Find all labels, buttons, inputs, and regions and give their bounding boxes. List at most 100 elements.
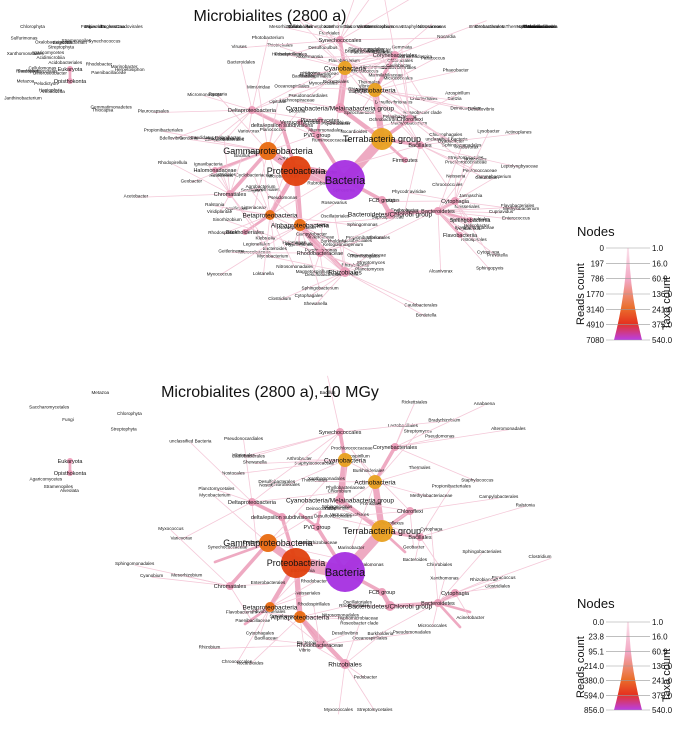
taxon-node: [385, 209, 395, 219]
tree-edge: [240, 63, 253, 111]
taxon-label-major: Sphingobacteriia: [450, 218, 492, 224]
tree-edge: [394, 429, 509, 448]
tree-edge: [314, 481, 376, 483]
taxon-node: [416, 141, 424, 149]
taxon-label-major: Eukaryota: [58, 67, 84, 73]
taxon-node: [313, 131, 321, 139]
taxon-label: Azospirillum: [345, 454, 370, 459]
legend-reads-tick: 7080: [586, 336, 604, 345]
taxon-label: Acinetobacter: [456, 615, 485, 620]
tree-edge: [394, 404, 485, 448]
taxon-label: Clostridiales: [485, 584, 511, 589]
taxon-label: Rhodospirillales: [298, 602, 331, 607]
tree-edge: [269, 571, 304, 608]
tree-edge: [329, 34, 376, 91]
tree-edge: [437, 210, 502, 214]
tree-edge: [401, 48, 411, 120]
taxon-label: Agrobacterium: [246, 184, 276, 189]
tree-edge: [419, 144, 448, 187]
tree-edge: [135, 193, 231, 198]
taxon-node: [335, 495, 345, 505]
tree-edge: [307, 67, 346, 98]
tree-edge: [384, 0, 396, 56]
taxon-label: Shewanella: [304, 301, 328, 306]
tree-edge: [437, 210, 477, 228]
tree-edge: [243, 439, 253, 503]
legend-taxa-tick: 16.0: [652, 259, 668, 268]
taxon-label: Rhodospirillales: [299, 74, 332, 79]
taxon-label-major: Rhizobiales: [328, 269, 362, 276]
taxon-label: Geobacter: [403, 545, 425, 550]
taxon-label: Pedobacter: [368, 47, 392, 52]
taxon-label-major: Gammaproteobacteria: [223, 538, 313, 548]
taxon-label: Prochlorococcaceae: [445, 160, 487, 165]
taxon-label: Staphylococcaceae: [294, 460, 334, 465]
tree-edge: [454, 200, 469, 230]
tree-edge: [223, 214, 271, 235]
taxon-label: Acinetobacter: [306, 24, 335, 29]
tree-edge: [251, 482, 277, 503]
taxon-node: [316, 641, 324, 649]
taxon-node: [259, 142, 277, 160]
taxon-label: Helicobacter: [464, 223, 490, 228]
taxon-label: Pseudomonadales: [393, 629, 432, 634]
legend-reads-tick: 1770: [586, 290, 604, 299]
taxon-label: Chlorobiales: [387, 58, 413, 63]
taxon-label: Brevundimonas: [84, 24, 117, 29]
tree-edge: [296, 101, 411, 120]
legend-taxa-label: Taxa count: [661, 276, 673, 330]
taxon-label-major: Bacteroidetes/Chlorobi group: [348, 603, 433, 610]
taxon-label: Oxalobacteraceae: [35, 40, 73, 45]
taxon-label: Desulfobulbus: [308, 45, 338, 50]
tree-edge: [335, 67, 346, 126]
taxon-label: Cytophagales: [295, 293, 324, 298]
taxon-label: Bradyrhizobium: [345, 49, 377, 54]
taxon-label: Pseudomonadales: [351, 50, 390, 55]
tree-edge: [299, 217, 388, 226]
legend-reads-tick: 23.8: [588, 633, 604, 642]
taxon-label: Pseudonocardiales: [224, 436, 264, 441]
taxon-label-major: Deltaproteobacteria: [228, 500, 277, 506]
taxon-label: Bacillaceae: [254, 635, 278, 640]
taxon-label: Myxococcales: [324, 707, 354, 712]
taxon-node: [212, 167, 218, 173]
tree-edge: [394, 446, 478, 483]
taxon-label: Thiotrichales: [301, 477, 328, 482]
taxon-node: [265, 210, 275, 220]
tree-edge: [358, 90, 411, 120]
tree-edge: [394, 437, 440, 448]
taxon-label: Mycobacterium: [199, 493, 230, 498]
taxon-label: Verrucomicrobium: [357, 24, 394, 29]
taxon-label: Mesorhizobium: [171, 572, 202, 577]
taxon-label: Deinococcales: [306, 506, 337, 511]
taxon-label: Vibrionales: [367, 235, 390, 240]
taxon-label: Candidatus Pelagibacter: [191, 135, 242, 140]
tree-edge: [419, 505, 526, 538]
taxon-label: Burkholderiales: [353, 468, 385, 473]
taxon-label: Spirochaetales: [344, 110, 375, 115]
taxon-label: Ignavibacteria: [194, 161, 223, 166]
taxon-label: Lachnospiraceae: [280, 98, 315, 103]
tree-edge: [419, 536, 440, 567]
legend-reads-label: Reads count: [575, 263, 587, 325]
taxon-label: Rhodobacter: [86, 61, 113, 66]
taxon-label: Psychrobacter: [321, 121, 351, 126]
taxon-label: Metazoa: [91, 390, 109, 395]
taxon-label: Flammeovirgaceae: [455, 225, 495, 230]
taxon-label: Ochrobactrum: [369, 117, 398, 122]
taxon-node: [226, 190, 234, 198]
tree-edge: [374, 432, 419, 483]
taxon-label: Halomonas: [360, 562, 384, 567]
taxon-label: Deinococcales: [450, 106, 481, 111]
tree-edge: [269, 184, 322, 216]
taxon-label-major: Eukaryota: [58, 459, 84, 465]
taxon-label: Delftia: [315, 223, 328, 228]
taxon-label: Sulfitobacter: [287, 24, 313, 29]
taxon-node: [336, 36, 344, 44]
taxon-label: Streptomyces: [404, 429, 433, 434]
taxon-label: Alteromonadales: [491, 426, 526, 431]
taxon-node: [297, 119, 303, 125]
taxon-label: Propionibacteriales: [432, 483, 472, 488]
taxon-label: Streptophyta: [111, 427, 137, 432]
taxon-node: [317, 117, 323, 123]
